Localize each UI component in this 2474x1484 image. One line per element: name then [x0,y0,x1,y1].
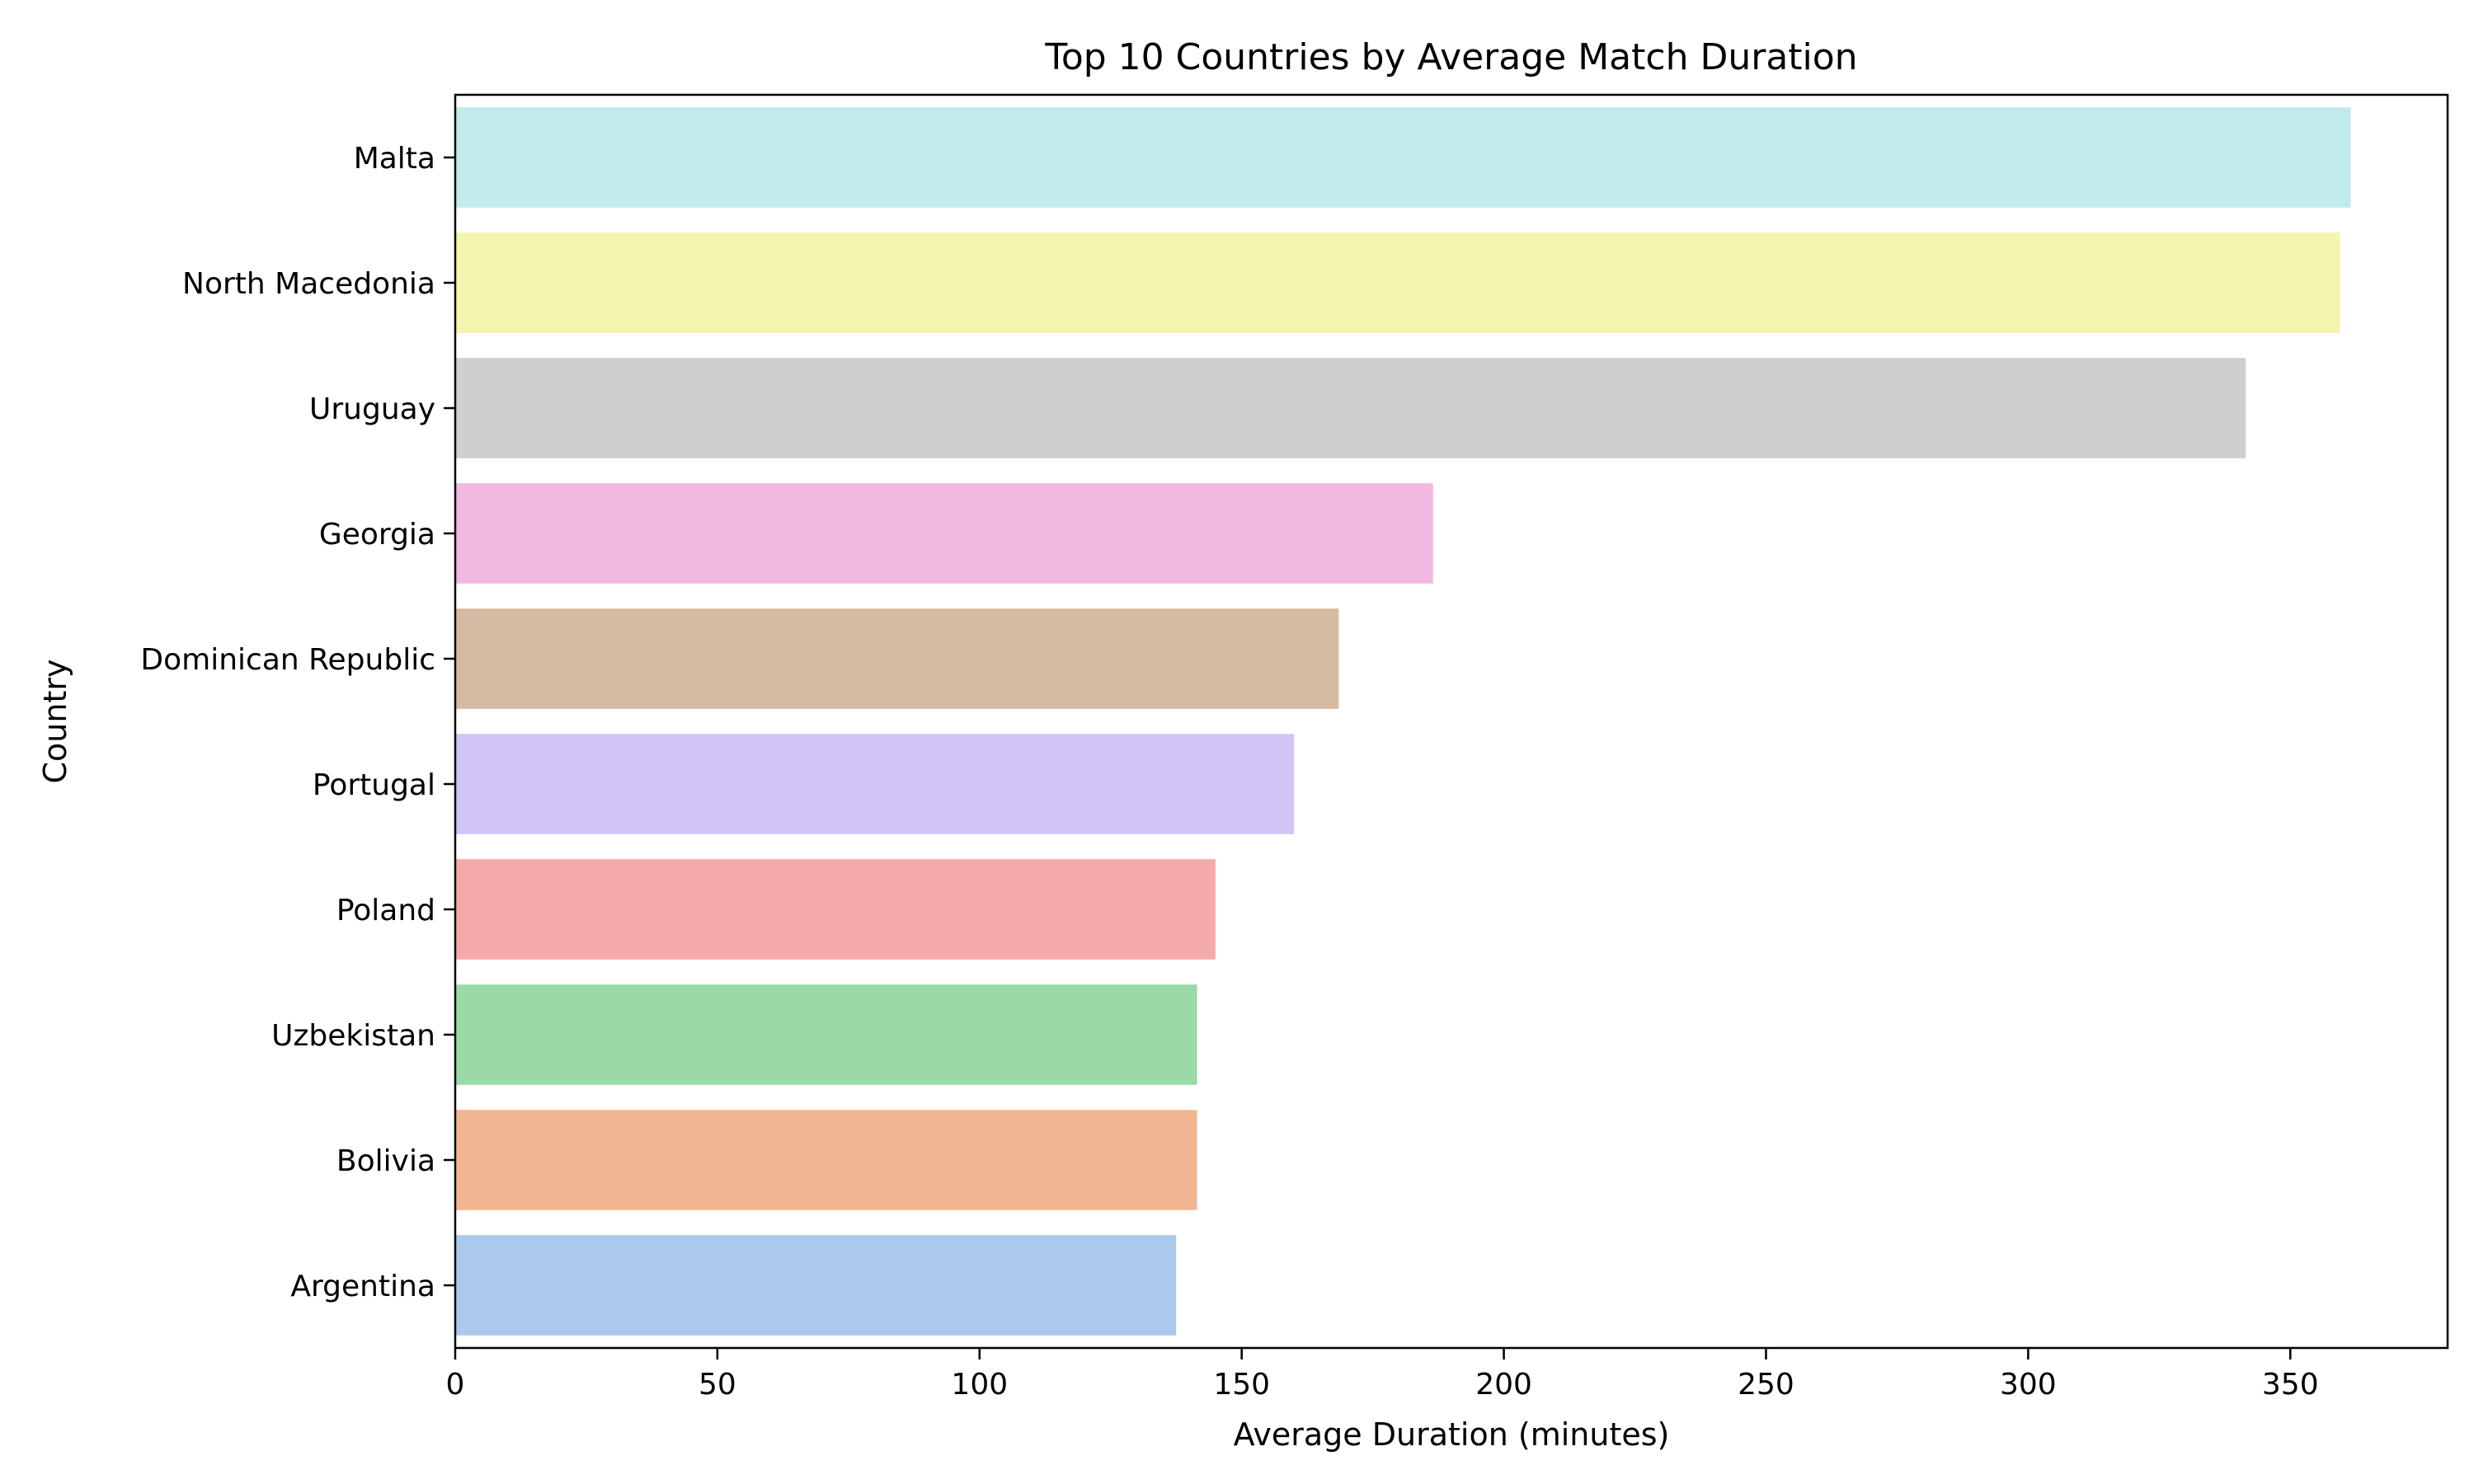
y-tick-label-uzbekistan: Uzbekistan [271,1019,435,1053]
bar-uruguay [455,358,2246,458]
y-tick-label-north-macedonia: North Macedonia [182,267,435,301]
y-tick-label-malta: Malta [354,142,435,176]
x-axis-label: Average Duration (minutes) [1234,1416,1670,1453]
x-tick-label-50: 50 [698,1368,736,1402]
bar-portugal [455,734,1295,834]
x-tick-label-300: 300 [2000,1368,2057,1402]
y-axis-label: Country [37,660,73,784]
bar-uzbekistan [455,984,1197,1085]
y-tick-label-argentina: Argentina [290,1270,435,1303]
bar-poland [455,859,1216,960]
y-axis-ticks: Malta North Macedonia Uruguay Georgia Domini… [140,142,455,1303]
chart-title: Top 10 Countries by Average Match Durati… [1044,36,1857,78]
bar-bolivia [455,1110,1197,1210]
bar-malta [455,107,2351,208]
x-tick-label-150: 150 [1213,1368,1270,1402]
y-tick-label-bolivia: Bolivia [336,1144,435,1178]
plot-frame [454,93,2449,1350]
y-tick-label-poland: Poland [336,894,435,928]
y-tick-label-dominican-republic: Dominican Republic [140,643,435,677]
x-tick-label-0: 0 [446,1368,465,1402]
bar-georgia [455,483,1433,584]
x-axis-ticks: 0 50 100 150 200 250 300 350 [446,1348,2319,1402]
x-tick-label-250: 250 [1738,1368,1794,1402]
y-tick-label-portugal: Portugal [313,768,435,802]
y-tick-label-uruguay: Uruguay [309,392,435,426]
bars-group [455,107,2351,1336]
x-tick-label-350: 350 [2262,1368,2319,1402]
bar-dominican-republic [455,608,1339,709]
bar-argentina [455,1235,1177,1336]
x-tick-label-200: 200 [1475,1368,1532,1402]
x-tick-label-100: 100 [951,1368,1008,1402]
bar-north-macedonia [455,232,2340,333]
y-tick-label-georgia: Georgia [319,518,435,552]
